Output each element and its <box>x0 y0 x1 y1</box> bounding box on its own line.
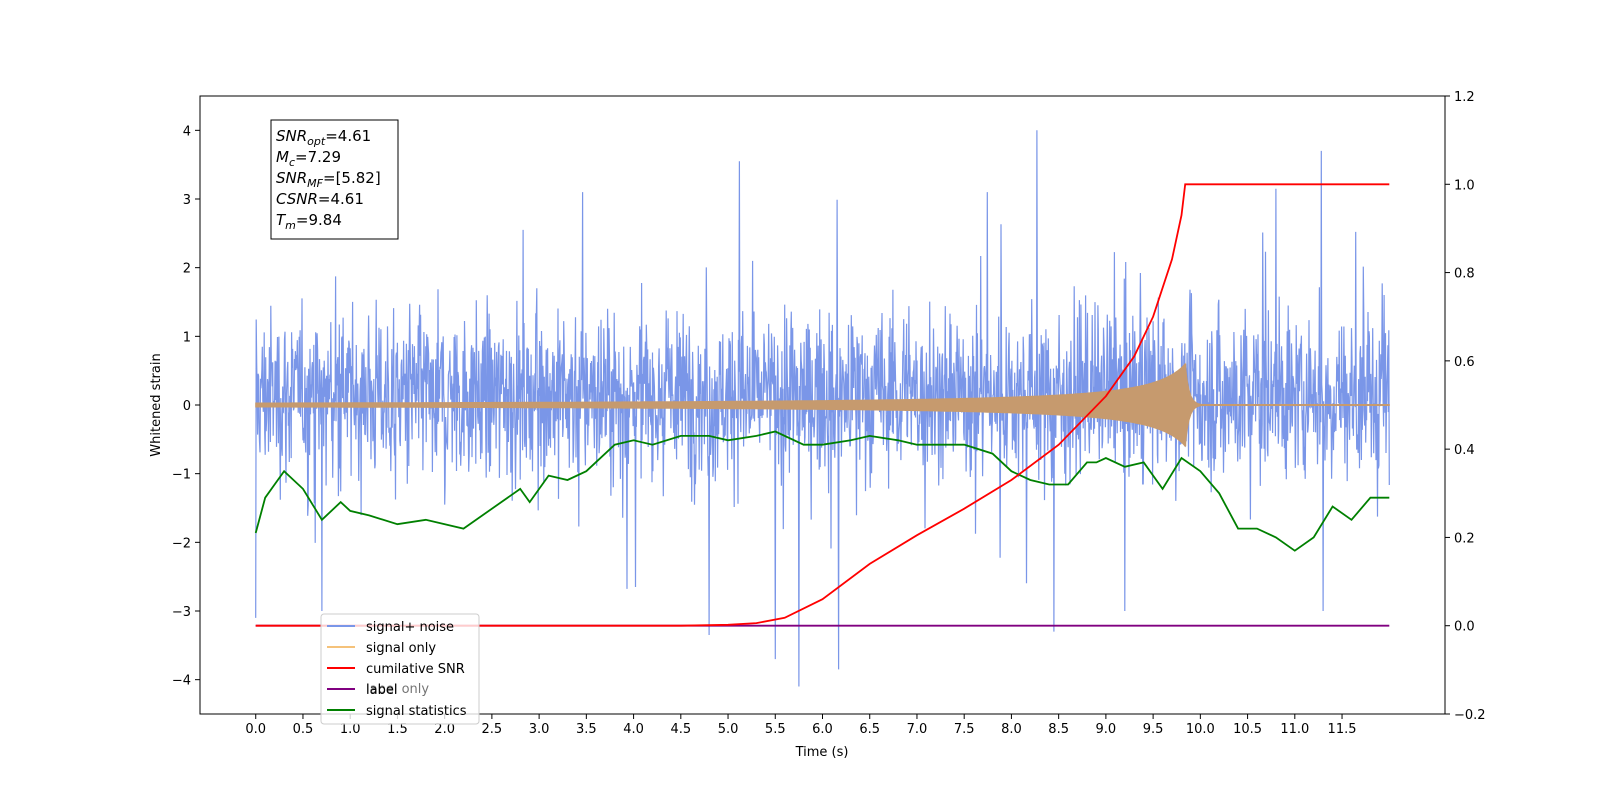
y2-tick-label: 0.8 <box>1454 267 1475 282</box>
x-tick-label: 9.5 <box>1143 722 1164 737</box>
x-tick-label: 2.5 <box>482 722 503 737</box>
y2-tick-label: 0.6 <box>1454 355 1475 370</box>
y-tick-label: −1 <box>172 468 191 483</box>
x-axis-label: Time (s) <box>795 745 849 760</box>
legend-frame <box>320 613 480 725</box>
x-tick-label: 8.5 <box>1048 722 1069 737</box>
legend-label: signal only <box>366 641 436 656</box>
y-tick-label: 4 <box>183 124 191 139</box>
y-tick-label: 3 <box>183 193 191 208</box>
legend: signal+ noise signal only cumilative SNR la… <box>320 613 480 725</box>
y2-tick-label: 1.0 <box>1454 178 1475 193</box>
x-tick-label: 0.5 <box>293 722 314 737</box>
x-tick-label: 6.0 <box>812 722 833 737</box>
legend-label: signal statistics <box>366 704 467 719</box>
x-tick-label: 11.5 <box>1328 722 1357 737</box>
y2-tick-label: 0.0 <box>1454 620 1475 635</box>
y2-tick-label: 0.2 <box>1454 531 1475 546</box>
y-axis-label: Whitened strain <box>149 353 164 456</box>
x-tick-label: 1.0 <box>340 722 361 737</box>
info-line: Mc=7.29 <box>276 148 341 169</box>
y-tick-label: −2 <box>172 536 191 551</box>
info-box-frame <box>270 119 399 240</box>
x-tick-label: 5.5 <box>765 722 786 737</box>
x-tick-label: 7.5 <box>954 722 975 737</box>
y-tick-label: −4 <box>172 674 191 689</box>
y-tick-label: 1 <box>183 330 191 345</box>
x-tick-label: 4.0 <box>623 722 644 737</box>
y-tick-label: 2 <box>183 262 191 277</box>
info-line: Tm=9.84 <box>276 211 342 232</box>
cumilative-snr-line <box>255 183 1390 627</box>
signal-statistics-line <box>254 430 1390 552</box>
y-tick-label: −3 <box>172 605 191 620</box>
legend-label-faded: label only <box>366 682 429 697</box>
x-tick-label: 10.0 <box>1186 722 1215 737</box>
y2-tick-label: 0.4 <box>1454 443 1475 458</box>
y2-tick-label: −0.2 <box>1454 708 1486 723</box>
x-tick-label: 9.0 <box>1096 722 1117 737</box>
y-tick-label: 0 <box>183 399 191 414</box>
x-tick-label: 10.5 <box>1233 722 1262 737</box>
x-axis-ticks: 0.0 0.5 1.0 1.5 2.0 2.5 3.0 3.5 4.0 4.5 5.0 5.5 6.0 6… <box>245 714 1357 737</box>
x-tick-label: 6.5 <box>859 722 880 737</box>
x-tick-label: 11.0 <box>1280 722 1309 737</box>
info-line: SNRopt=4.61 <box>276 127 371 148</box>
y2-tick-label: 1.2 <box>1454 90 1475 105</box>
x-tick-label: 0.0 <box>245 722 266 737</box>
x-tick-label: 2.0 <box>434 722 455 737</box>
legend-label: cumilative SNR <box>366 662 465 677</box>
x-tick-label: 8.0 <box>1001 722 1022 737</box>
legend-label: signal+ noise <box>366 620 454 635</box>
x-tick-label: 3.5 <box>576 722 597 737</box>
y-axis-ticks: 4 3 2 1 0 −1 −2 −3 −4 <box>172 124 200 689</box>
x-tick-label: 5.0 <box>718 722 739 737</box>
x-tick-label: 4.5 <box>670 722 691 737</box>
legend-label: label <box>366 683 397 698</box>
series-signal-only <box>255 362 1390 448</box>
info-line: SNRMF=[5.82] <box>276 169 381 190</box>
x-tick-label: 7.0 <box>907 722 928 737</box>
info-line: CSNR=4.61 <box>276 190 364 208</box>
x-tick-label: 1.5 <box>387 722 408 737</box>
x-tick-label: 3.0 <box>529 722 550 737</box>
y2-axis-ticks: 1.2 1.0 0.8 0.6 0.4 0.2 0.0 −0.2 <box>1445 90 1486 723</box>
